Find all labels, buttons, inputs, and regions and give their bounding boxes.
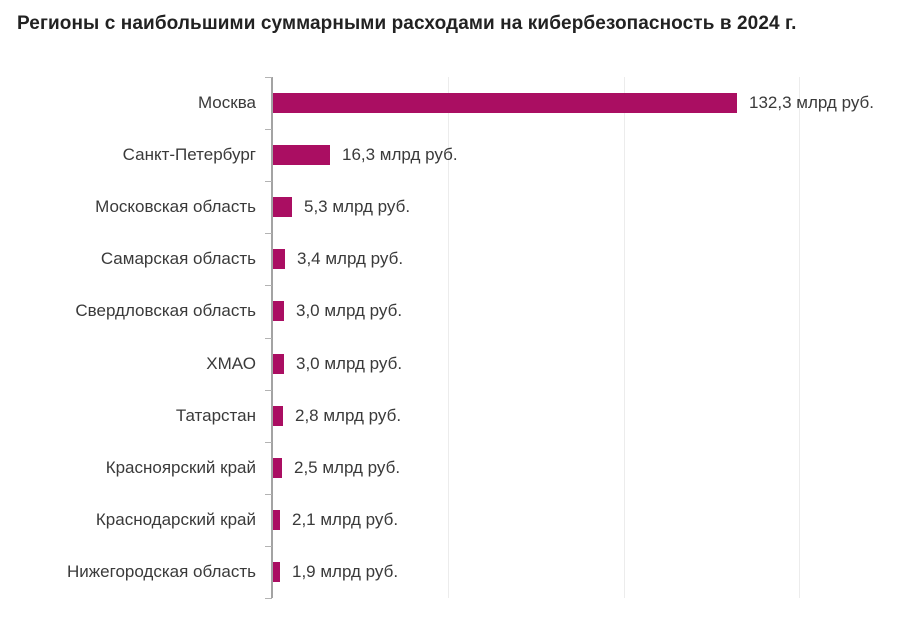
category-label: Московская область xyxy=(95,197,256,216)
plot-area: 132,3 млрд руб. 16,3 млрд руб. 5,3 млрд ру… xyxy=(265,77,874,599)
bar xyxy=(273,458,282,478)
bar xyxy=(273,145,330,165)
value-label: 5,3 млрд руб. xyxy=(304,197,411,216)
gridline xyxy=(624,77,625,598)
category-label: ХМАО xyxy=(206,354,256,373)
bar xyxy=(273,406,283,426)
axis-tick xyxy=(265,77,272,78)
category-label: Краснодарский край xyxy=(95,510,256,529)
axis-tick xyxy=(265,338,272,339)
gridline xyxy=(799,77,800,598)
axis-tick xyxy=(265,546,272,547)
axis-tick xyxy=(265,442,272,443)
category-label: Красноярский край xyxy=(105,458,256,477)
axis-tick xyxy=(265,285,272,286)
bar xyxy=(273,562,280,582)
value-label: 132,3 млрд руб. xyxy=(749,93,874,112)
bar xyxy=(273,93,737,113)
axis-tick xyxy=(265,129,272,130)
bar xyxy=(273,197,292,217)
axis-tick xyxy=(265,494,272,495)
category-label: Свердловская область xyxy=(75,301,256,320)
bar xyxy=(273,510,280,530)
value-label: 16,3 млрд руб. xyxy=(342,145,458,164)
category-label: Москва xyxy=(197,93,256,112)
bar xyxy=(273,301,284,321)
bar xyxy=(273,249,285,269)
axis-tick xyxy=(265,598,272,599)
value-label: 2,5 млрд руб. xyxy=(294,458,401,477)
value-label: 3,4 млрд руб. xyxy=(297,249,404,268)
category-label: Санкт-Петербург xyxy=(122,145,256,164)
axis-tick xyxy=(265,390,272,391)
gridline xyxy=(448,77,449,598)
value-label: 2,8 млрд руб. xyxy=(295,406,402,425)
axis-tick xyxy=(265,233,272,234)
value-label: 3,0 млрд руб. xyxy=(296,301,403,320)
chart-title: Регионы с наибольшими суммарными расхода… xyxy=(17,13,797,34)
category-label: Нижегородская область xyxy=(67,562,256,581)
bar xyxy=(273,354,284,374)
value-label: 1,9 млрд руб. xyxy=(292,562,399,581)
category-label: Самарская область xyxy=(100,249,256,268)
category-label: Татарстан xyxy=(175,406,256,425)
value-label: 3,0 млрд руб. xyxy=(296,354,403,373)
value-label: 2,1 млрд руб. xyxy=(292,510,399,529)
axis-tick xyxy=(265,181,272,182)
